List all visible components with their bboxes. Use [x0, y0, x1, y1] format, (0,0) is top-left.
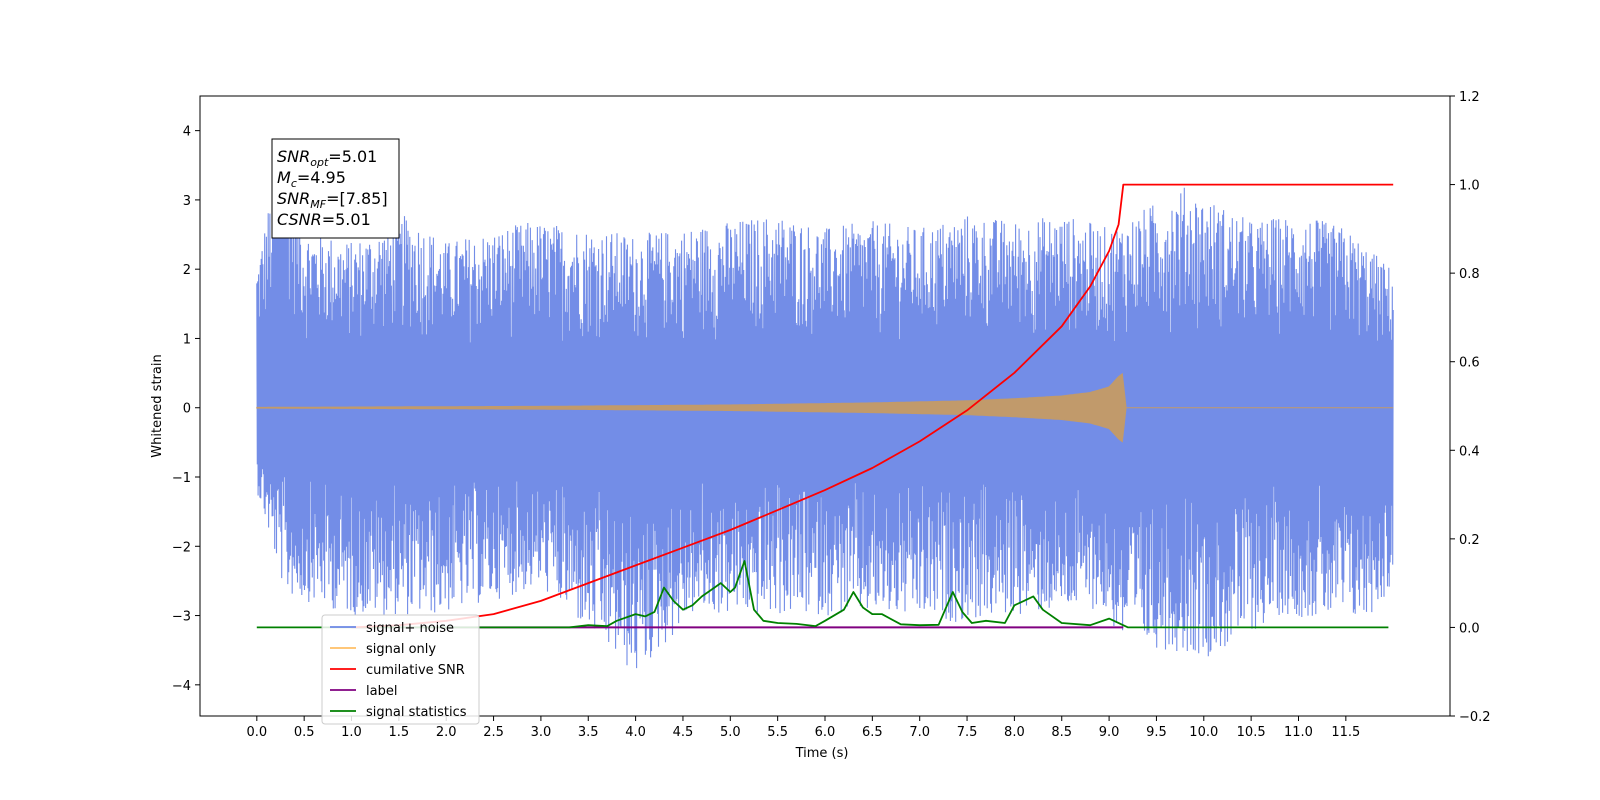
- annotation-subscript: opt: [310, 156, 329, 169]
- y2-tick-label: 1.0: [1459, 179, 1480, 194]
- cumulative-snr-line: [351, 183, 1394, 629]
- annotation-line: CSNR=5.01: [277, 210, 371, 229]
- x-tick-label: 9.0: [1099, 725, 1120, 740]
- legend-frame: [321, 614, 480, 725]
- x-tick-label: 7.0: [909, 725, 930, 740]
- x-tick-label: 7.5: [957, 725, 978, 740]
- y2-tick-label: 0.6: [1459, 356, 1480, 371]
- signal-plus-noise-line: [256, 153, 1394, 669]
- x-tick-label: 11.0: [1284, 725, 1313, 740]
- x-tick-label: 1.5: [389, 725, 410, 740]
- annotation-line: SNRopt=5.01: [277, 147, 377, 169]
- x-tick-label: 3.5: [578, 725, 599, 740]
- annotation-symbol: CSNR: [277, 210, 322, 229]
- legend-label: label: [366, 684, 397, 699]
- y-tick-label: 0: [183, 402, 191, 417]
- annotation-frame: [271, 138, 400, 239]
- annotation-symbol: SNR: [277, 147, 310, 166]
- y-tick-label: −2: [172, 540, 191, 555]
- y-tick-label: −3: [172, 610, 191, 625]
- legend-label: cumilative SNR: [366, 663, 465, 678]
- x-axis-label: Time (s): [795, 746, 849, 761]
- y2-tick-label: 1.2: [1459, 90, 1480, 105]
- x-tick-label: 9.5: [1146, 725, 1167, 740]
- legend: signal+ noise signal only cumilative SNR la…: [321, 614, 480, 725]
- x-tick-label: 3.0: [531, 725, 552, 740]
- annotation-value: =[7.85]: [326, 189, 388, 208]
- signal-statistics-line: [256, 560, 1389, 629]
- x-tick-label: 6.5: [862, 725, 883, 740]
- y-tick-label: 2: [183, 263, 191, 278]
- y2-tick-label: 0.0: [1459, 621, 1480, 636]
- annotation-value: =5.01: [322, 210, 371, 229]
- x-tick-label: 11.5: [1331, 725, 1360, 740]
- x-tick-label: 4.0: [625, 725, 646, 740]
- x-tick-label: 8.5: [1051, 725, 1072, 740]
- y2-tick-label: 0.4: [1459, 444, 1480, 459]
- legend-label: signal+ noise: [366, 621, 454, 636]
- series-signal-only: [256, 372, 1394, 443]
- x-tick-label: 10.5: [1237, 725, 1266, 740]
- signal-only-band: [256, 372, 1394, 443]
- series-signal-plus-noise: [256, 153, 1394, 669]
- y2-tick-label: −0.2: [1459, 710, 1491, 725]
- legend-label: signal only: [366, 642, 436, 657]
- plot-area: [256, 153, 1394, 669]
- y-tick-label: 3: [183, 194, 191, 209]
- x-axis-ticks: 0.0 0.5 1.0 1.5 2.0 2.5 3.0 3.5 4.0 4.5 5.0 5.5 6.0 6…: [246, 716, 1360, 740]
- x-tick-label: 6.0: [815, 725, 836, 740]
- y-tick-label: 4: [183, 125, 191, 140]
- series-cumulative-snr: [351, 183, 1394, 629]
- y-tick-label: −4: [172, 679, 191, 694]
- annotation-subscript: MF: [310, 198, 326, 211]
- annotation-symbol: M: [277, 168, 291, 187]
- annotation-value: =5.01: [328, 147, 377, 166]
- x-tick-label: 5.5: [767, 725, 788, 740]
- x-tick-label: 1.0: [341, 725, 362, 740]
- y-axis-ticks: 4 3 2 1 0 −1 −2 −3 −4: [172, 125, 200, 694]
- annotation-line: SNRMF=[7.85]: [277, 189, 388, 211]
- x-tick-label: 0.0: [246, 725, 267, 740]
- annotation-line: Mc=4.95: [277, 168, 346, 190]
- y-tick-label: 1: [183, 332, 191, 347]
- y2-axis-ticks: 1.2 1.0 0.8 0.6 0.4 0.2 0.0 −0.2: [1450, 90, 1491, 725]
- y2-tick-label: 0.8: [1459, 267, 1480, 282]
- annotation-value: =4.95: [297, 168, 346, 187]
- annotation-subscript: c: [291, 177, 297, 190]
- y-axis-label: Whitened strain: [150, 354, 165, 457]
- x-tick-label: 2.5: [483, 725, 504, 740]
- series-signal-statistics: [256, 560, 1389, 629]
- y2-tick-label: 0.2: [1459, 533, 1480, 548]
- x-tick-label: 2.0: [436, 725, 457, 740]
- x-tick-label: 10.0: [1189, 725, 1218, 740]
- x-tick-label: 5.0: [720, 725, 741, 740]
- x-tick-label: 0.5: [294, 725, 315, 740]
- annotation-symbol: SNR: [277, 189, 310, 208]
- x-tick-label: 4.5: [673, 725, 694, 740]
- y-tick-label: −1: [172, 471, 191, 486]
- x-tick-label: 8.0: [1004, 725, 1025, 740]
- legend-label: signal statistics: [366, 705, 467, 720]
